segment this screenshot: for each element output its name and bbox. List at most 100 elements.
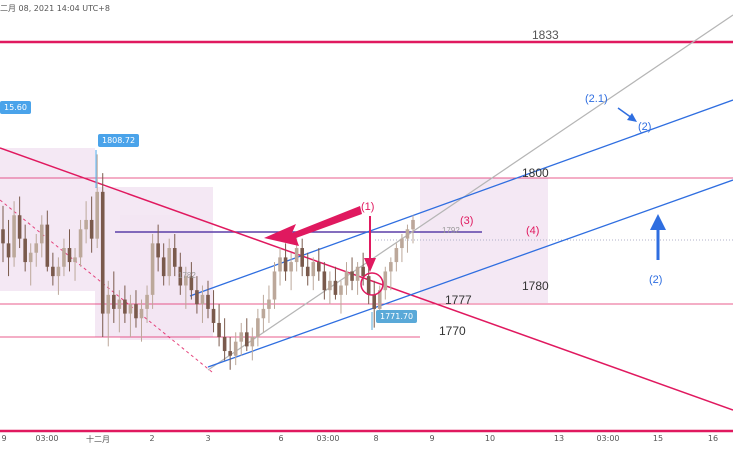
candle-body bbox=[123, 299, 127, 314]
x-tick-label: 03:00 bbox=[35, 434, 59, 443]
candle-body bbox=[39, 224, 44, 244]
candle-body bbox=[67, 248, 72, 263]
x-tick-label: 15 bbox=[652, 434, 664, 443]
annotation-2-1-label: (2.1) bbox=[585, 93, 608, 105]
annotation-2-lower-label: (2) bbox=[649, 274, 663, 286]
candle-body bbox=[217, 322, 221, 337]
candle-body bbox=[400, 238, 404, 249]
candle-body bbox=[244, 332, 249, 347]
candle-body bbox=[261, 308, 266, 319]
x-tick-label: 16 bbox=[707, 434, 719, 443]
big-pink-arrow bbox=[264, 206, 362, 246]
x-tick-label: 十二月 bbox=[86, 435, 110, 444]
candle-body bbox=[84, 219, 88, 230]
x-tick-label: 8 bbox=[373, 434, 379, 443]
candle-body bbox=[145, 294, 149, 309]
highlight-circle bbox=[360, 272, 384, 296]
candle-body bbox=[12, 215, 16, 258]
candle-body bbox=[134, 304, 138, 319]
pink-downtrend-line bbox=[0, 147, 733, 411]
candle-body bbox=[278, 257, 282, 272]
candle-body bbox=[389, 262, 393, 272]
candle-body bbox=[51, 266, 55, 277]
candle-body bbox=[167, 248, 172, 277]
candle-body bbox=[300, 248, 304, 267]
candle-body bbox=[139, 308, 144, 319]
candle-body bbox=[256, 318, 260, 337]
candle-body bbox=[361, 266, 365, 277]
candle-body bbox=[211, 308, 216, 323]
candle-body bbox=[339, 285, 343, 295]
candle-body bbox=[45, 224, 50, 267]
candle-body bbox=[405, 229, 410, 239]
candle-body bbox=[350, 271, 354, 281]
annotation-2-upper-label: (2) bbox=[638, 121, 652, 133]
level-1780-label: 1780 bbox=[522, 279, 549, 293]
candle-body bbox=[56, 266, 61, 277]
level-1782-label: 1782 bbox=[178, 271, 196, 280]
candle-body bbox=[233, 341, 238, 356]
candle-body bbox=[355, 266, 360, 281]
level-1792-label: 1792 bbox=[442, 226, 460, 235]
candle-body bbox=[178, 266, 183, 286]
blue-lower-channel-line bbox=[207, 179, 733, 368]
candle-body bbox=[95, 191, 99, 239]
candle-body bbox=[383, 271, 388, 291]
x-tick-label: 2 bbox=[149, 434, 155, 443]
level-1770-label: 1770 bbox=[439, 324, 466, 338]
annotation-4-label: (4) bbox=[526, 225, 540, 237]
annotation-marks bbox=[95, 107, 666, 330]
candle-body bbox=[294, 248, 299, 263]
candle-body bbox=[322, 271, 327, 291]
candle-body bbox=[34, 243, 39, 253]
candle-body bbox=[411, 219, 415, 230]
candle-body bbox=[89, 219, 94, 239]
pink-down-arrow-head bbox=[364, 258, 376, 272]
candle-body bbox=[311, 262, 316, 277]
level-1777-label: 1777 bbox=[445, 293, 472, 307]
candle-body bbox=[189, 276, 194, 291]
candle-body bbox=[289, 262, 293, 272]
candle-body bbox=[117, 299, 122, 309]
candle-body bbox=[239, 332, 244, 342]
candle-body bbox=[23, 238, 27, 263]
chart-header: 二月 08, 2021 14:04 UTC+8 bbox=[0, 4, 110, 13]
candle-body bbox=[184, 276, 188, 286]
candle-body bbox=[62, 248, 66, 267]
candle-body bbox=[156, 243, 160, 258]
candle-body bbox=[100, 191, 105, 314]
candle-body bbox=[128, 304, 133, 314]
x-tick-label: 03:00 bbox=[596, 434, 620, 443]
x-tick-label: 10 bbox=[484, 434, 496, 443]
candlesticks bbox=[1, 154, 415, 370]
candle-body bbox=[328, 280, 332, 291]
candle-body bbox=[28, 252, 33, 263]
candle-body bbox=[112, 294, 116, 309]
candle-body bbox=[394, 248, 399, 263]
candle-body bbox=[73, 257, 77, 263]
x-tick-label: 3 bbox=[205, 434, 211, 443]
grey-diagonal-line bbox=[207, 14, 733, 371]
candle-body bbox=[1, 229, 5, 244]
candle-body bbox=[372, 294, 377, 309]
x-tick-label: 9 bbox=[1, 434, 7, 443]
x-tick-label: 6 bbox=[278, 434, 284, 443]
annotation-3-label: (3) bbox=[460, 215, 474, 227]
left-price-tag: 15.60 bbox=[0, 101, 31, 114]
candle-body bbox=[317, 262, 321, 272]
blue-arrow-21-head bbox=[627, 113, 637, 122]
high-price-tag: 1808.72 bbox=[98, 134, 140, 147]
candle-body bbox=[377, 290, 382, 309]
candle-body bbox=[305, 266, 310, 277]
candle-body bbox=[195, 290, 199, 305]
candle-body bbox=[366, 276, 371, 295]
x-tick-label: 9 bbox=[429, 434, 435, 443]
annotation-1-label: (1) bbox=[361, 201, 375, 213]
candle-body bbox=[344, 271, 349, 286]
level-1833-label: 1833 bbox=[532, 28, 559, 42]
candle-body bbox=[206, 294, 210, 309]
x-tick-label: 13 bbox=[553, 434, 565, 443]
x-tick-label: 03:00 bbox=[316, 434, 340, 443]
